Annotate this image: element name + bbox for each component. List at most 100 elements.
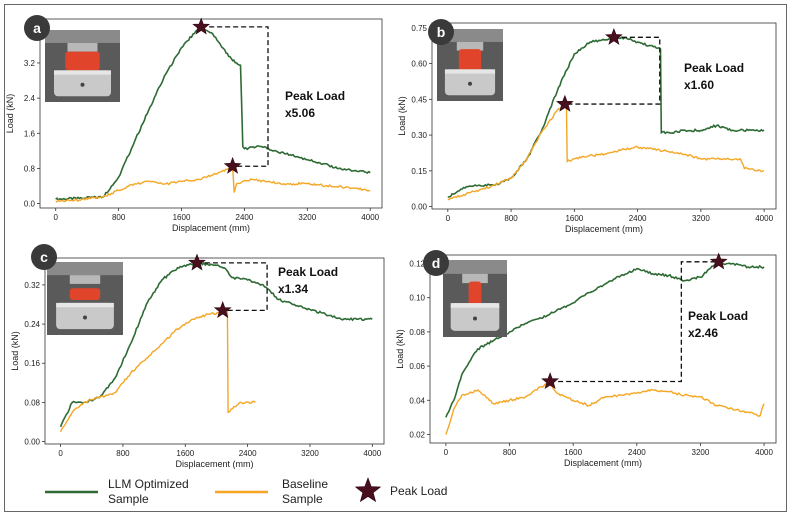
y-tick-label: 0.24 bbox=[24, 320, 40, 329]
peak-ratio-label: Peak Load bbox=[278, 265, 338, 279]
panel-d: 0 800 1600 2400 3200 4000 0.02 0.04 0.06 0.08 0.10… bbox=[395, 250, 777, 468]
panel-a: 080016002400320040000.00.81.62.43.24.0Di… bbox=[5, 15, 383, 233]
y-tick-label: 0.16 bbox=[24, 359, 40, 368]
x-tick-label: 0 bbox=[58, 449, 63, 458]
panel-badge-letter: c bbox=[40, 249, 48, 265]
peak-ratio-box bbox=[564, 36, 661, 105]
x-axis-label: Displacement (mm) bbox=[564, 458, 642, 468]
peak-ratio-label: Peak Load bbox=[285, 89, 345, 103]
peak-ratio-box bbox=[550, 261, 719, 383]
series-line-optimized bbox=[55, 25, 371, 202]
x-tick-label: 1600 bbox=[176, 449, 194, 458]
legend-optimized-label-2: Sample bbox=[108, 492, 149, 506]
series-line-baseline bbox=[445, 381, 765, 435]
y-tick-label: 0.75 bbox=[411, 24, 427, 33]
x-tick-label: 4000 bbox=[361, 213, 379, 222]
legend-peak-star bbox=[354, 477, 382, 503]
y-tick-label: 2.4 bbox=[24, 94, 36, 103]
peak-star-baseline bbox=[213, 301, 232, 318]
panel-badge-letter: d bbox=[432, 255, 441, 271]
series-line-optimized bbox=[445, 261, 765, 418]
x-tick-label: 3200 bbox=[301, 449, 319, 458]
specimen-photo bbox=[45, 30, 120, 102]
x-tick-label: 2400 bbox=[239, 449, 257, 458]
y-tick-label: 3.2 bbox=[24, 59, 36, 68]
x-tick-label: 800 bbox=[504, 214, 518, 223]
x-tick-label: 2400 bbox=[236, 213, 254, 222]
legend-optimized-label: LLM Optimized bbox=[108, 477, 189, 491]
photo-base-rim bbox=[450, 303, 500, 308]
x-tick-label: 4000 bbox=[755, 448, 773, 457]
y-tick-label: 0.12 bbox=[409, 260, 425, 269]
x-tick-label: 800 bbox=[116, 449, 130, 458]
x-tick-label: 1600 bbox=[565, 214, 583, 223]
peak-ratio-box bbox=[201, 26, 269, 167]
x-axis-label: Displacement (mm) bbox=[565, 224, 643, 234]
x-tick-label: 800 bbox=[112, 213, 126, 222]
y-tick-label: 0.15 bbox=[411, 167, 427, 176]
photo-specimen bbox=[69, 288, 101, 300]
x-tick-label: 4000 bbox=[363, 449, 381, 458]
x-tick-label: 1600 bbox=[564, 448, 582, 457]
peak-star-optimized bbox=[604, 27, 623, 45]
y-axis-label: Load (kN) bbox=[395, 329, 405, 369]
y-tick-label: 0.00 bbox=[411, 203, 427, 212]
panel-badge bbox=[31, 244, 57, 270]
x-tick-label: 800 bbox=[503, 448, 517, 457]
y-tick-label: 0.45 bbox=[411, 95, 427, 104]
specimen-photo bbox=[47, 262, 123, 335]
peak-ratio-label: Peak Load bbox=[688, 309, 748, 323]
y-tick-label: 0.32 bbox=[24, 281, 40, 290]
y-tick-label: 1.6 bbox=[24, 129, 36, 138]
legend-baseline-label: Baseline bbox=[282, 477, 328, 491]
photo-platen bbox=[69, 275, 101, 284]
photo-base-rim bbox=[56, 302, 114, 308]
peak-ratio-label: Peak Load bbox=[684, 61, 744, 75]
legend-baseline-label-2: Sample bbox=[282, 492, 323, 506]
photo-top-fixture bbox=[47, 262, 123, 276]
photo-base-hole bbox=[83, 315, 87, 320]
peak-star-optimized bbox=[709, 252, 728, 270]
y-tick-label: 0.8 bbox=[24, 164, 36, 173]
peak-star-baseline bbox=[541, 372, 560, 389]
photo-base-hole bbox=[468, 81, 472, 86]
x-tick-label: 0 bbox=[444, 448, 449, 457]
photo-base-hole bbox=[473, 316, 477, 321]
figure-frame bbox=[4, 4, 787, 512]
x-axis-label: Displacement (mm) bbox=[175, 459, 253, 469]
x-tick-label: 0 bbox=[446, 214, 451, 223]
y-tick-label: 0.02 bbox=[409, 430, 425, 439]
photo-platen bbox=[456, 41, 484, 51]
x-tick-label: 3200 bbox=[298, 213, 316, 222]
y-tick-label: 0.08 bbox=[409, 328, 425, 337]
y-axis-label: Load (kN) bbox=[5, 94, 15, 134]
peak-star-baseline bbox=[223, 156, 242, 174]
y-tick-label: 0.04 bbox=[409, 396, 425, 405]
photo-base-hole bbox=[80, 82, 85, 87]
panel-badge bbox=[24, 15, 50, 41]
panel-c: 0 800 1600 2400 3200 4000 0.00 0.08 0.16 0.24 0.32… bbox=[10, 244, 385, 469]
x-tick-label: 0 bbox=[53, 213, 58, 222]
photo-platen bbox=[462, 273, 488, 284]
peak-ratio-value: x1.34 bbox=[278, 282, 308, 296]
x-tick-label: 2400 bbox=[628, 448, 646, 457]
panel-badge bbox=[428, 19, 454, 45]
peak-star-optimized bbox=[192, 17, 211, 35]
photo-specimen bbox=[458, 49, 482, 71]
x-tick-label: 3200 bbox=[692, 214, 710, 223]
panel-b: 0 800 1600 2400 3200 4000 0.00 0.15 0.30 0.45 0.60… bbox=[397, 19, 777, 234]
y-tick-label: 0.60 bbox=[411, 60, 427, 69]
x-tick-label: 3200 bbox=[692, 448, 710, 457]
peak-ratio-value: x2.46 bbox=[688, 326, 718, 340]
peak-star-baseline bbox=[555, 94, 574, 112]
x-tick-label: 2400 bbox=[629, 214, 647, 223]
y-tick-label: 0.06 bbox=[409, 362, 425, 371]
panel-badge-letter: a bbox=[33, 20, 41, 36]
y-axis-label: Load (kN) bbox=[397, 96, 407, 136]
peak-star-optimized bbox=[188, 253, 206, 271]
peak-ratio-value: x1.60 bbox=[684, 78, 714, 92]
y-tick-label: 0.00 bbox=[24, 438, 40, 447]
y-axis-label: Load (kN) bbox=[10, 331, 20, 371]
